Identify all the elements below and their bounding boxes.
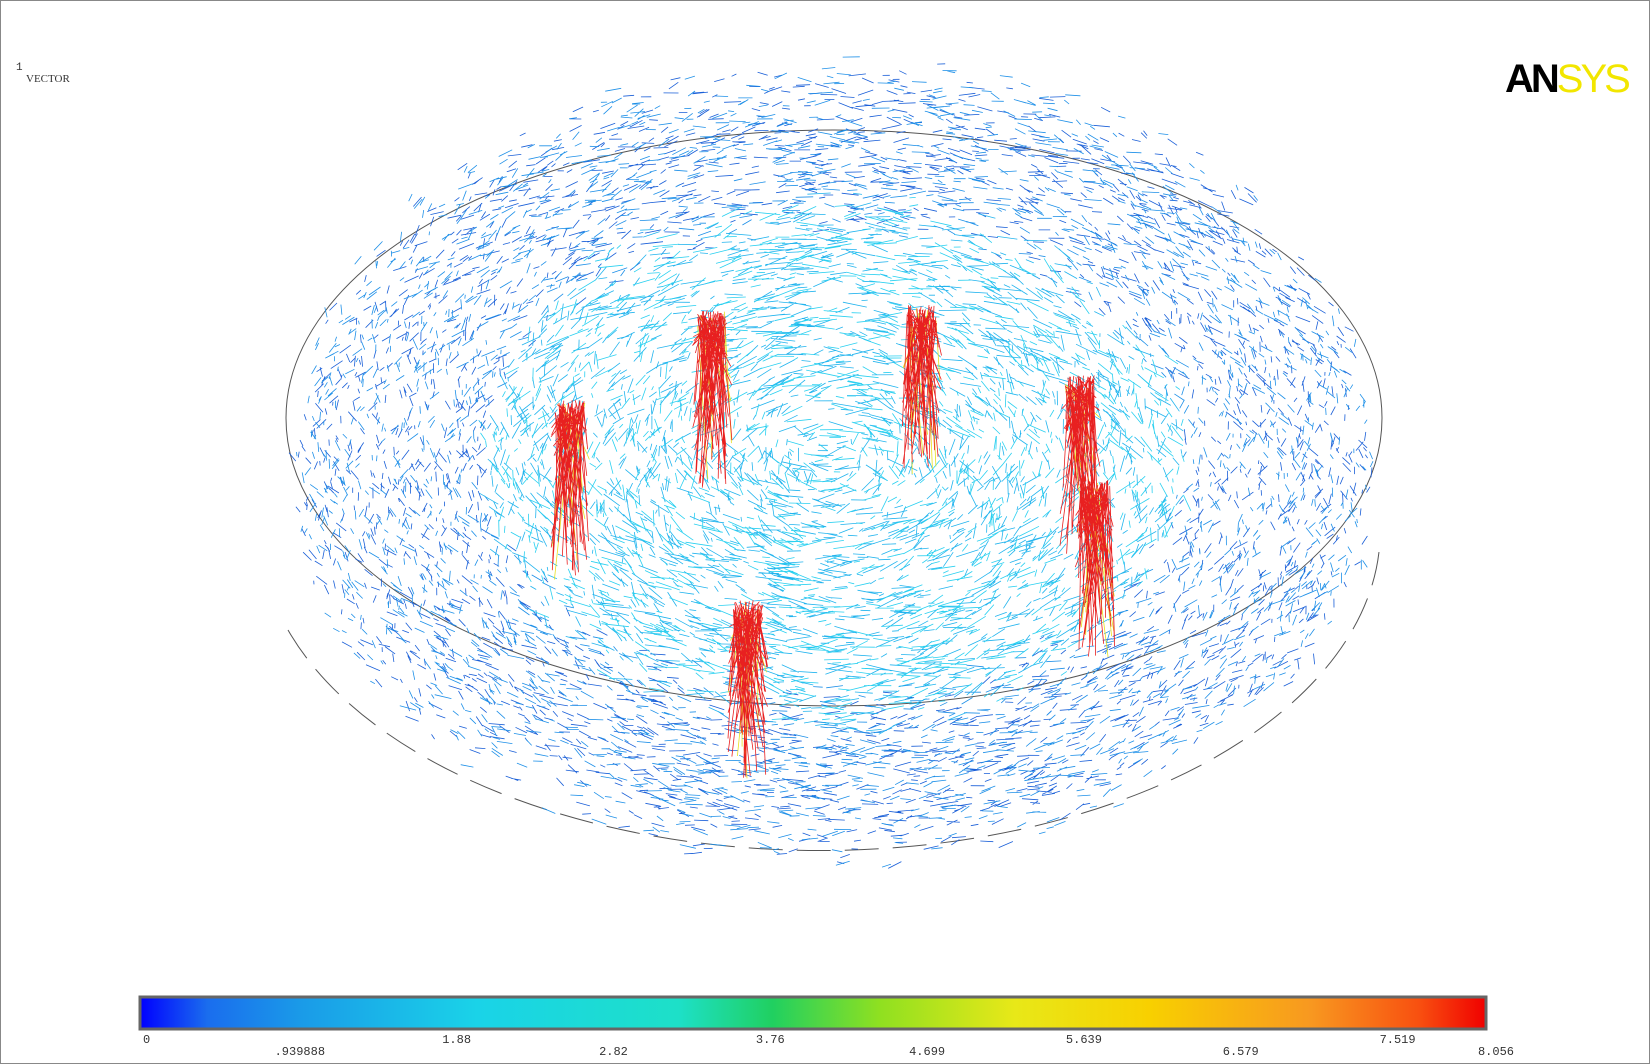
legend-label: 2.82 [599, 1045, 628, 1059]
page: 1 VECTOR ANSYS 0 .939888 1.88 2.82 3.76 4.699… [0, 0, 1650, 1064]
logo: ANSYS [1505, 57, 1629, 101]
frame [1, 1, 1650, 1064]
legend-label: 0 [143, 1033, 150, 1047]
logo-light: SYS [1557, 57, 1629, 101]
legend-label: 8.056 [1478, 1045, 1514, 1059]
legend-label: 4.699 [909, 1045, 945, 1059]
legend-label: 3.76 [756, 1033, 785, 1047]
window-number: 1 [16, 62, 23, 74]
color-bar [140, 997, 1486, 1029]
legend-label: 7.519 [1380, 1033, 1416, 1047]
legend-label: .939888 [275, 1045, 325, 1059]
logo-dark: AN [1505, 57, 1558, 101]
graphics-window: 1 VECTOR ANSYS 0 .939888 1.88 2.82 3.76 4.699… [0, 0, 1650, 1064]
plot-label: VECTOR [26, 73, 70, 85]
legend-label: 6.579 [1223, 1045, 1259, 1059]
legend-label: 5.639 [1066, 1033, 1102, 1047]
legend-label: 1.88 [442, 1033, 471, 1047]
